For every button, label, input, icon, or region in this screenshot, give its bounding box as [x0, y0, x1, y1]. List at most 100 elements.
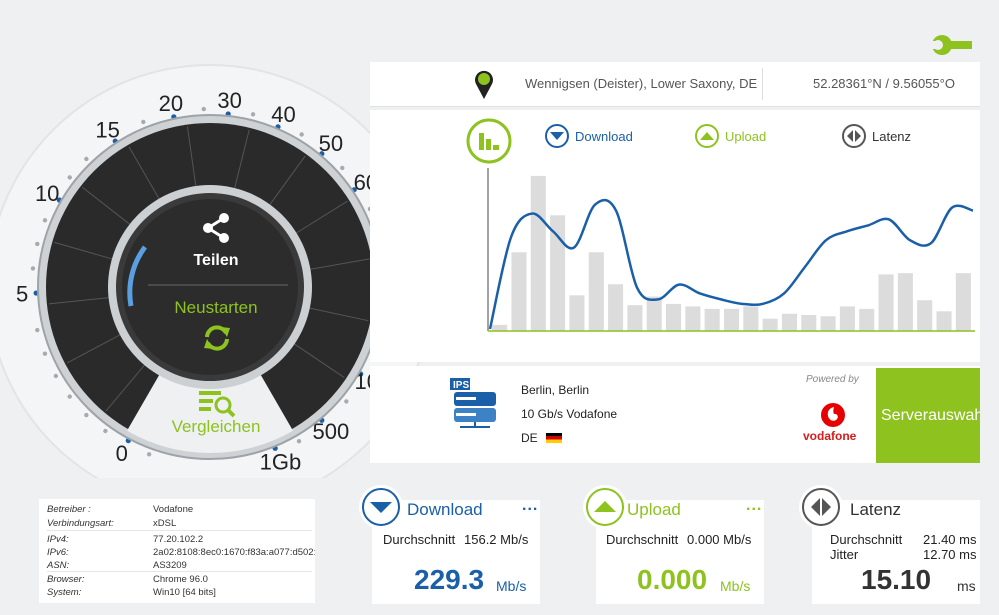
- gauge-segment-line: [233, 129, 250, 191]
- chart-bar: [550, 215, 566, 331]
- share-label[interactable]: Teilen: [193, 252, 239, 269]
- chart-bar: [955, 273, 971, 331]
- download-avg-label: Durchschnitt: [383, 532, 456, 547]
- gauge-minor-dot: [201, 106, 206, 112]
- info-value: 2a02:8108:8ec0:1670:f83a:a077:d502:5: [153, 547, 315, 558]
- upload-avg-value: 0.000 Mb/s: [687, 532, 752, 547]
- download-unit: Mb/s: [496, 578, 527, 594]
- legend-upload[interactable]: Upload: [695, 124, 766, 148]
- chart-bar: [781, 313, 797, 331]
- gauge-minor-dot: [35, 241, 40, 247]
- gauge-segment-line: [308, 258, 370, 271]
- chart-bar: [917, 300, 933, 331]
- gauge-segment-line: [292, 342, 345, 379]
- upload-arrow-icon: [586, 488, 624, 526]
- chart-bar: [530, 175, 546, 331]
- upload-value: 0.000: [637, 564, 708, 595]
- info-value: 77.20.102.2: [153, 534, 204, 545]
- location-coords: 52.28361°N / 9.56055°O: [813, 76, 955, 91]
- restart-icon[interactable]: [199, 320, 235, 356]
- gauge-segment-line: [268, 155, 306, 207]
- location-bar: Wennigsen (Deister), Lower Saxony, DE 52…: [370, 62, 980, 107]
- info-value: AS3209: [153, 560, 187, 571]
- powered-by-label: Powered by: [806, 374, 859, 385]
- settings-wrench-icon[interactable]: [930, 30, 974, 60]
- gauge-minor-dot: [146, 452, 152, 457]
- legend-download[interactable]: Download: [545, 124, 633, 148]
- location-pin-icon: [475, 70, 493, 99]
- chart-icon: [466, 118, 512, 164]
- gauge-segment-line: [128, 146, 161, 201]
- download-arrow-icon: [362, 488, 400, 526]
- gauge-minor-dot: [299, 132, 304, 137]
- legend-latency-label: Latenz: [872, 128, 912, 144]
- gauge-tick-label: 500: [312, 419, 349, 444]
- gauge-tick-label: 5: [16, 282, 28, 307]
- chart-bar: [936, 311, 952, 331]
- chart-bar: [511, 252, 527, 331]
- legend-latency[interactable]: Latenz: [842, 124, 911, 148]
- download-arrow-icon: [545, 124, 569, 148]
- chart-bar: [492, 324, 508, 331]
- chart-bar: [859, 308, 875, 331]
- latency-avg-label: Durchschnitt: [830, 532, 903, 547]
- connection-info: Betreiber : Vodafone Verbindungsart: xDSL IP…: [39, 499, 315, 603]
- latency-avg-value: 21.40 ms: [923, 532, 977, 547]
- upload-result-card: Upload ... Durchschnitt 0.000 Mb/s 0.000…: [586, 488, 764, 604]
- server-icon: IPS: [450, 378, 496, 428]
- info-key: Verbindungsart:: [47, 518, 114, 529]
- gauge-segment-line: [307, 307, 369, 322]
- chart-bar: [627, 305, 643, 331]
- gauge-tick-label: 30: [217, 88, 241, 113]
- latency-value: 15.10: [861, 564, 932, 595]
- gauge-minor-dot: [84, 156, 89, 162]
- gauge-tick-label: 1Gb: [260, 449, 302, 474]
- restart-label[interactable]: Neustarten: [174, 298, 258, 317]
- compare-label[interactable]: Vergleichen: [171, 417, 261, 436]
- vodafone-logo-text: vodafone: [803, 429, 857, 443]
- gauge-minor-dot: [35, 327, 40, 333]
- download-value: 229.3: [414, 564, 485, 595]
- legend-download-label: Download: [575, 128, 633, 144]
- info-key: ASN:: [47, 560, 70, 571]
- gauge-tick-label: 10: [35, 181, 59, 206]
- gauge-minor-dot: [344, 399, 349, 404]
- gauge-tick-label: 15: [95, 117, 119, 142]
- chart-bar: [878, 274, 894, 331]
- server-panel: IPS Berlin, Berlin 10 Gb/s Vodafone DE P…: [370, 366, 980, 463]
- divider: [47, 530, 312, 531]
- upload-arrow-icon: [695, 124, 719, 148]
- latency-unit: ms: [957, 578, 976, 594]
- gauge-tick-label: 20: [159, 91, 183, 116]
- upload-avg-label: Durchschnitt: [606, 532, 679, 547]
- chart-bar: [839, 306, 855, 331]
- latency-title: Latenz: [850, 500, 902, 519]
- chart-bar: [569, 295, 585, 331]
- compare-icon[interactable]: [197, 388, 237, 418]
- chart-panel: Download Upload Latenz: [370, 110, 980, 362]
- chart-bar: [897, 273, 913, 331]
- info-key: IPv6:: [47, 547, 69, 558]
- gauge-minor-dot: [67, 394, 72, 399]
- divider: [47, 571, 312, 572]
- info-value: Chrome 96.0: [153, 574, 208, 585]
- download-more-button[interactable]: ...: [522, 497, 539, 514]
- jitter-value: 12.70 ms: [923, 547, 977, 562]
- speed-gauge: 05101520304050607080901005001Gb: [0, 62, 440, 478]
- server-select-button[interactable]: Serverauswahl: [876, 368, 980, 463]
- gauge-segment-line: [48, 296, 111, 305]
- gauge-minor-dot: [42, 218, 48, 223]
- server-city: Berlin, Berlin: [521, 383, 590, 397]
- chart-bar: [685, 306, 701, 331]
- gauge-segment-line: [294, 200, 348, 235]
- chart-bar: [762, 318, 778, 331]
- info-key: Browser:: [47, 574, 85, 585]
- upload-more-button[interactable]: ...: [746, 497, 763, 514]
- download-avg-value: 156.2 Mb/s: [464, 532, 529, 547]
- chart-bar: [743, 306, 759, 331]
- share-icon[interactable]: [198, 210, 234, 246]
- vodafone-logo-icon: [821, 403, 845, 427]
- info-key: Betreiber :: [47, 504, 91, 515]
- gauge-segment-line: [54, 241, 115, 260]
- location-city: Wennigsen (Deister), Lower Saxony, DE: [525, 76, 758, 91]
